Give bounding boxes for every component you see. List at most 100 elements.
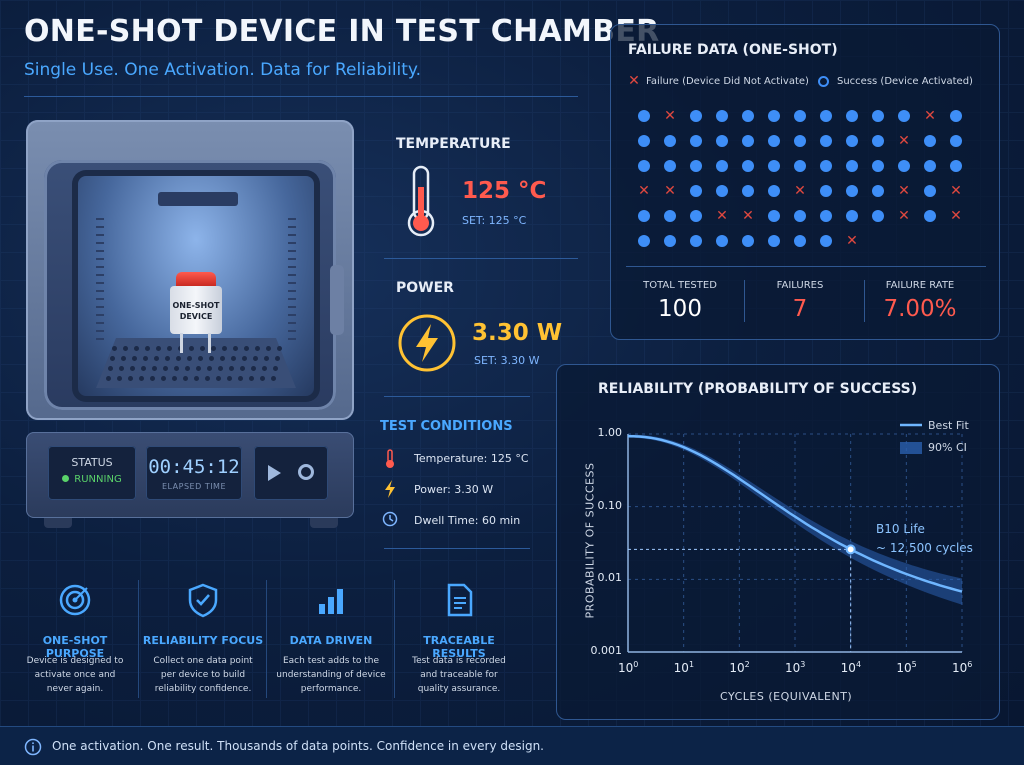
vent-slot (288, 250, 296, 252)
x-tick-exponent: 0 (633, 660, 639, 669)
feature-separator (394, 580, 395, 698)
x-tick-base: 10 (896, 661, 912, 675)
footer-bar: One activation. One result. Thousands of… (0, 726, 1024, 765)
play-icon[interactable] (268, 465, 281, 481)
vent-slot (96, 338, 104, 340)
success-dot (742, 110, 754, 122)
success-dot (820, 210, 832, 222)
shelf-hole (110, 356, 115, 361)
shelf-hole (134, 346, 139, 351)
vent-slot (96, 226, 104, 228)
failure-mark-icon: ✕ (898, 183, 910, 199)
success-dot (820, 135, 832, 147)
chamber-vent (158, 192, 238, 206)
stat-value: 7 (792, 296, 808, 322)
vent-slot (288, 226, 296, 228)
shelf-hole (238, 376, 243, 381)
failure-mark-icon: ✕ (716, 208, 728, 224)
y-axis-label: PROBABILITY OF SUCCESS (583, 462, 597, 619)
page-title: ONE-SHOT DEVICE IN TEST CHAMBER (24, 14, 660, 49)
y-tick-label: 0.01 (597, 571, 623, 585)
feature-text: Each test adds to the (282, 656, 380, 666)
success-dot (664, 235, 676, 247)
shelf-hole (143, 356, 148, 361)
lightning-icon (398, 314, 456, 372)
vent-slot (96, 274, 104, 276)
success-dot (924, 210, 936, 222)
failure-mark-icon: ✕ (664, 183, 676, 199)
feature-text: understanding of device (276, 670, 386, 680)
success-dot (716, 185, 728, 197)
door-handle[interactable] (330, 265, 344, 335)
shelf-hole (211, 346, 216, 351)
shelf-hole (156, 346, 161, 351)
shelf-hole (194, 376, 199, 381)
success-dot (950, 135, 962, 147)
control-buttons (254, 446, 328, 500)
success-dot (768, 160, 780, 172)
success-dot (794, 235, 806, 247)
best-fit-legend: Best Fit (928, 419, 969, 432)
success-dot (716, 110, 728, 122)
shelf-hole (154, 356, 159, 361)
test-conditions-title: TEST CONDITIONS (380, 419, 513, 434)
x-tick-label: 103 (785, 660, 805, 675)
reliability-title: RELIABILITY (PROBABILITY OF SUCCESS) (598, 381, 918, 397)
x-tick-base: 10 (952, 661, 968, 675)
success-dot (742, 185, 754, 197)
device-cap (176, 272, 216, 290)
success-dot (768, 185, 780, 197)
vent-slot (96, 306, 104, 308)
vent-slot (288, 258, 296, 260)
shelf-hole (264, 356, 269, 361)
device-label-line1: ONE-SHOT (172, 301, 220, 310)
feature-text: per device to build (160, 670, 246, 680)
best-fit-curve (627, 434, 963, 593)
shelf-hole (165, 356, 170, 361)
footer-text: One activation. One result. Thousands of… (52, 739, 544, 753)
bar-chart-icon (319, 589, 343, 614)
b10-cycles: ~ 12,500 cycles (876, 541, 973, 555)
success-dot (664, 135, 676, 147)
success-dot (768, 235, 780, 247)
success-dot (664, 210, 676, 222)
x-tick-label: 104 (841, 660, 861, 675)
record-icon[interactable] (298, 464, 314, 480)
shelf-hole (255, 346, 260, 351)
shelf-hole (262, 366, 267, 371)
shelf-hole (119, 366, 124, 371)
stat-label: FAILURE RATE (885, 280, 955, 291)
vent-slot (288, 282, 296, 284)
shelf-hole (139, 376, 144, 381)
success-dot (742, 235, 754, 247)
shelf-hole (277, 346, 282, 351)
stat-label: TOTAL TESTED (643, 280, 717, 291)
shelf-hole (200, 346, 205, 351)
x-axis-label: CYCLES (EQUIVALENT) (720, 690, 853, 703)
shelf-hole (207, 366, 212, 371)
document-icon (447, 583, 473, 617)
feature-text: reliability confidence. (154, 684, 252, 694)
target-icon (59, 584, 91, 616)
temperature-title: TEMPERATURE (396, 136, 511, 152)
feature-text: performance. (300, 684, 362, 694)
shelf-hole (152, 366, 157, 371)
shelf-hole (227, 376, 232, 381)
vent-slot (288, 298, 296, 300)
vent-slot (288, 234, 296, 236)
x-tick-exponent: 2 (744, 660, 750, 669)
feature-title: ONE-SHOT PURPOSE (42, 634, 108, 660)
feature-text: Test data is recorded (412, 656, 506, 666)
feature-title: RELIABILITY FOCUS (142, 634, 264, 647)
shelf-hole (205, 376, 210, 381)
feature-separator (138, 580, 139, 698)
shelf-hole (260, 376, 265, 381)
failure-mark-icon: ✕ (742, 208, 754, 224)
x-tick-label: 100 (618, 660, 638, 675)
x-tick-base: 10 (673, 661, 689, 675)
shelf-hole (185, 366, 190, 371)
shelf-hole (251, 366, 256, 371)
success-dot (898, 110, 910, 122)
shelf-hole (150, 376, 155, 381)
success-dot (690, 235, 702, 247)
